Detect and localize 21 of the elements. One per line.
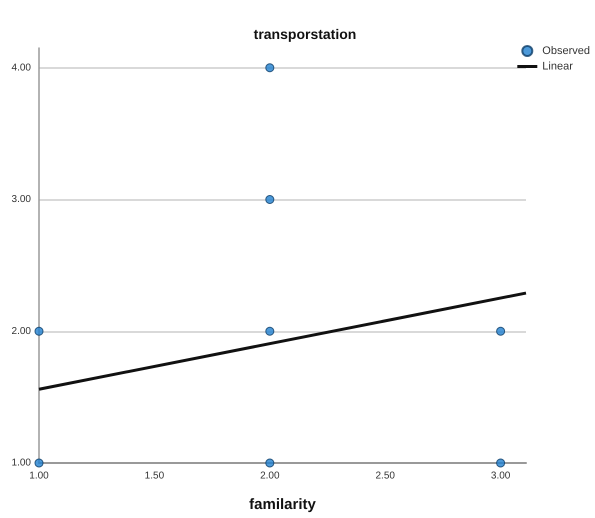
y-tick-label: 1.00 [12,458,32,468]
point [265,63,274,72]
point [265,195,274,204]
y-tick-label: 2.00 [12,326,32,337]
chart-title: transporstation [254,26,356,42]
y-tick-label: 3.00 [12,194,32,206]
x-tick-label: 1.00 [29,470,50,482]
point [34,458,44,468]
x-tick-label: 2.00 [260,470,280,482]
x-axis-title: familarity [249,496,316,513]
legend-label: Observed [542,45,590,57]
legend-label: Linear [542,60,574,72]
x-tick-label: 2.50 [375,470,396,482]
point [496,458,506,468]
x-tick-label: 1.50 [144,470,165,482]
point [34,326,44,336]
x-tick-label: 3.00 [490,470,511,482]
point [496,326,506,336]
point [265,326,274,336]
point [265,458,274,468]
y-tick-label: 4.00 [12,62,32,74]
